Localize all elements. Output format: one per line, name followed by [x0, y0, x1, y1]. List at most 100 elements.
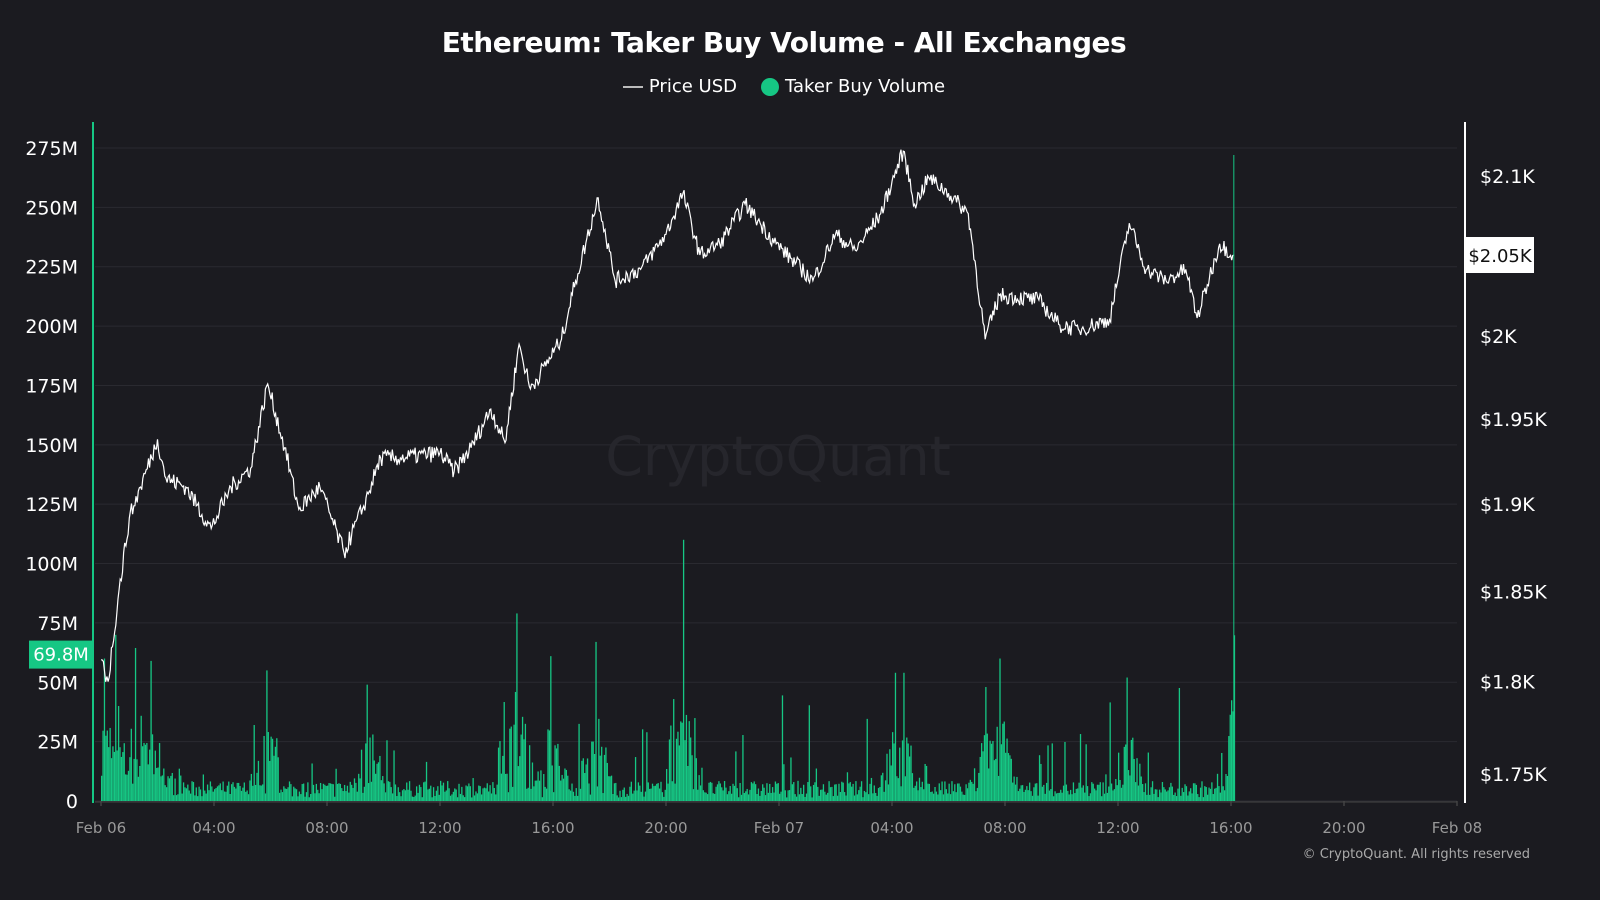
volume-bar: [934, 786, 936, 801]
volume-bar: [964, 794, 966, 801]
volume-bar: [1126, 677, 1128, 801]
left-tick-label: 200M: [25, 316, 78, 338]
volume-bar: [445, 790, 447, 801]
volume-bar: [567, 775, 569, 801]
volume-bar: [973, 768, 976, 801]
volume-bar: [216, 786, 219, 801]
volume-bar: [466, 786, 469, 801]
volume-bar: [1229, 714, 1231, 801]
volume-bar: [273, 755, 275, 801]
volume-bar: [650, 788, 652, 801]
volume-bar: [1130, 739, 1133, 801]
legend-volume[interactable]: Taker Buy Volume: [760, 76, 945, 97]
volume-bar: [667, 783, 669, 801]
volume-bar: [488, 791, 490, 801]
volume-bar: [1191, 793, 1193, 801]
volume-bar: [784, 790, 786, 801]
volume-bar: [603, 754, 606, 801]
volume-bar: [702, 790, 705, 801]
x-tick-label: 08:00: [305, 819, 348, 837]
volume-bar: [1095, 790, 1097, 801]
volume-bar: [814, 782, 816, 801]
volume-bar: [165, 787, 168, 801]
volume-bar: [232, 782, 234, 801]
volume-bar: [1112, 790, 1114, 801]
volume-bar: [1074, 793, 1076, 801]
volume-bar: [365, 743, 367, 801]
volume-bar: [523, 739, 525, 801]
volume-bar: [375, 773, 377, 801]
volume-bar: [1058, 792, 1060, 801]
x-tick-label: 12:00: [418, 819, 461, 837]
volume-bar: [690, 737, 692, 801]
volume-bar: [893, 743, 895, 801]
volume-bar: [598, 718, 600, 801]
volume-bar: [199, 789, 202, 801]
volume-bar: [609, 776, 611, 801]
volume-bar: [935, 791, 938, 801]
right-tick-label: $1.75K: [1480, 764, 1547, 786]
copyright: © CryptoQuant. All rights reserved: [1302, 847, 1530, 862]
volume-bar: [1153, 793, 1155, 801]
volume-bar: [247, 794, 250, 801]
volume-bar: [602, 793, 604, 801]
dot-swatch-icon: [760, 77, 779, 96]
volume-bar: [236, 782, 238, 801]
volume-bar: [469, 786, 471, 801]
volume-bar: [129, 757, 131, 801]
volume-bar: [1064, 741, 1066, 801]
volume-bar: [278, 792, 281, 801]
volume-bar: [1075, 788, 1077, 801]
right-tick-label: $1.85K: [1480, 582, 1547, 604]
volume-bar: [959, 786, 962, 801]
volume-bar: [113, 751, 116, 801]
volume-bar: [863, 790, 866, 801]
volume-bar: [432, 787, 435, 801]
volume-bar: [913, 787, 915, 801]
legend-price[interactable]: Price USD: [622, 76, 737, 97]
volume-bar: [519, 756, 521, 801]
volume-bar: [451, 794, 453, 801]
volume-bar: [822, 784, 825, 801]
volume-bar: [1228, 736, 1230, 801]
volume-bar: [134, 647, 137, 801]
volume-bar: [103, 658, 106, 801]
volume-bar: [574, 795, 576, 801]
volume-bar: [852, 783, 854, 801]
price-line: [100, 149, 1235, 682]
volume-bar: [1037, 795, 1039, 801]
volume-bar: [596, 786, 599, 801]
x-tick-label: Feb 07: [754, 819, 804, 837]
volume-bar: [626, 793, 628, 801]
volume-bar: [931, 791, 933, 801]
volume-bar: [1002, 723, 1004, 801]
volume-bar: [711, 782, 713, 801]
volume-bar: [281, 792, 284, 801]
volume-bar: [742, 735, 744, 801]
volume-bar: [925, 765, 928, 801]
volume-bar: [643, 796, 645, 801]
volume-bar: [461, 786, 463, 801]
volume-bar: [197, 796, 199, 801]
volume-bar: [1086, 786, 1089, 801]
volume-bar: [520, 734, 522, 801]
volume-bar: [321, 789, 323, 801]
volume-bar: [985, 687, 987, 801]
volume-bar: [1164, 789, 1166, 801]
right-tick-label: $1.8K: [1480, 672, 1535, 694]
volume-bar: [750, 782, 753, 801]
volume-bar: [125, 774, 127, 801]
volume-bar: [612, 793, 614, 801]
volume-bar: [1036, 783, 1038, 801]
volume-bar: [332, 784, 334, 801]
volume-bar: [681, 722, 683, 801]
volume-bar: [349, 781, 351, 801]
volume-bar: [1182, 792, 1185, 801]
volume-bar: [732, 783, 734, 801]
volume-bar: [579, 788, 582, 801]
volume-bar: [592, 741, 594, 801]
volume-bar: [896, 776, 898, 801]
volume-bar: [418, 784, 421, 801]
volume-bar: [928, 783, 931, 801]
